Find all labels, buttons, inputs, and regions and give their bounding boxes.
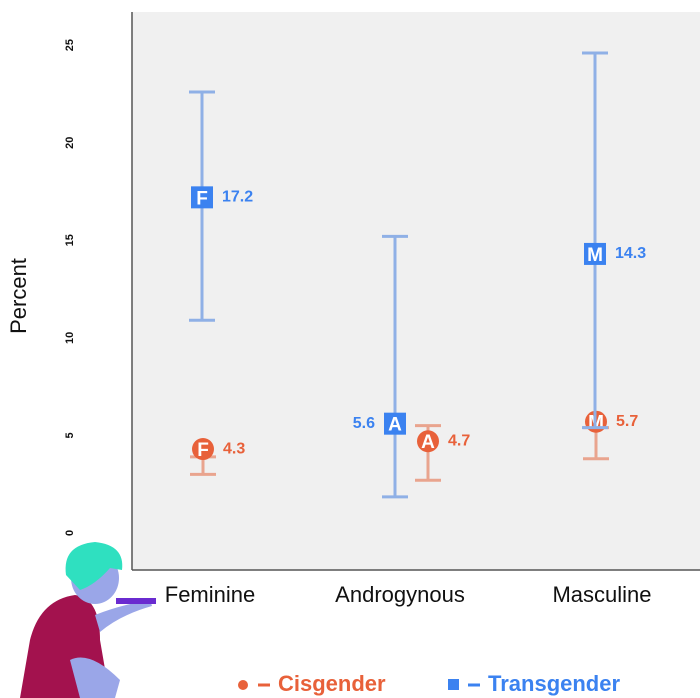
marker-letter: F [197,440,209,461]
y-tick-label: 25 [64,39,76,51]
y-tick-label: 20 [64,137,76,149]
marker-letter: A [388,415,402,436]
x-tick-label: Feminine [165,582,255,607]
legend-label: Transgender [488,671,620,696]
x-tick-label: Androgynous [335,582,465,607]
data-label: 14.3 [615,245,646,262]
marker [384,412,406,435]
y-tick-label: 10 [64,332,76,344]
legend-marker [448,679,459,690]
data-label: 4.3 [223,440,245,457]
marker [192,438,214,461]
data-label: 5.7 [616,413,638,430]
marker-letter: F [196,188,208,209]
figure-illustration [20,542,156,698]
y-axis-label: Percent [6,258,31,334]
y-tick-label: 15 [64,234,76,246]
marker [417,430,439,453]
legend: Cisgender Transgender [238,671,620,696]
data-label: 5.6 [353,415,375,432]
marker [584,242,606,265]
data-label: 4.7 [448,432,470,449]
legend-label: Cisgender [278,671,386,696]
legend-marker [238,680,248,690]
marker-letter: M [587,245,603,266]
x-tick-label: Masculine [552,582,651,607]
y-tick-label: 0 [64,530,76,536]
data-label: 17.2 [222,189,253,206]
plot-area [132,12,700,570]
marker [191,186,213,209]
y-tick-label: 5 [64,432,76,438]
marker-letter: A [421,432,435,453]
